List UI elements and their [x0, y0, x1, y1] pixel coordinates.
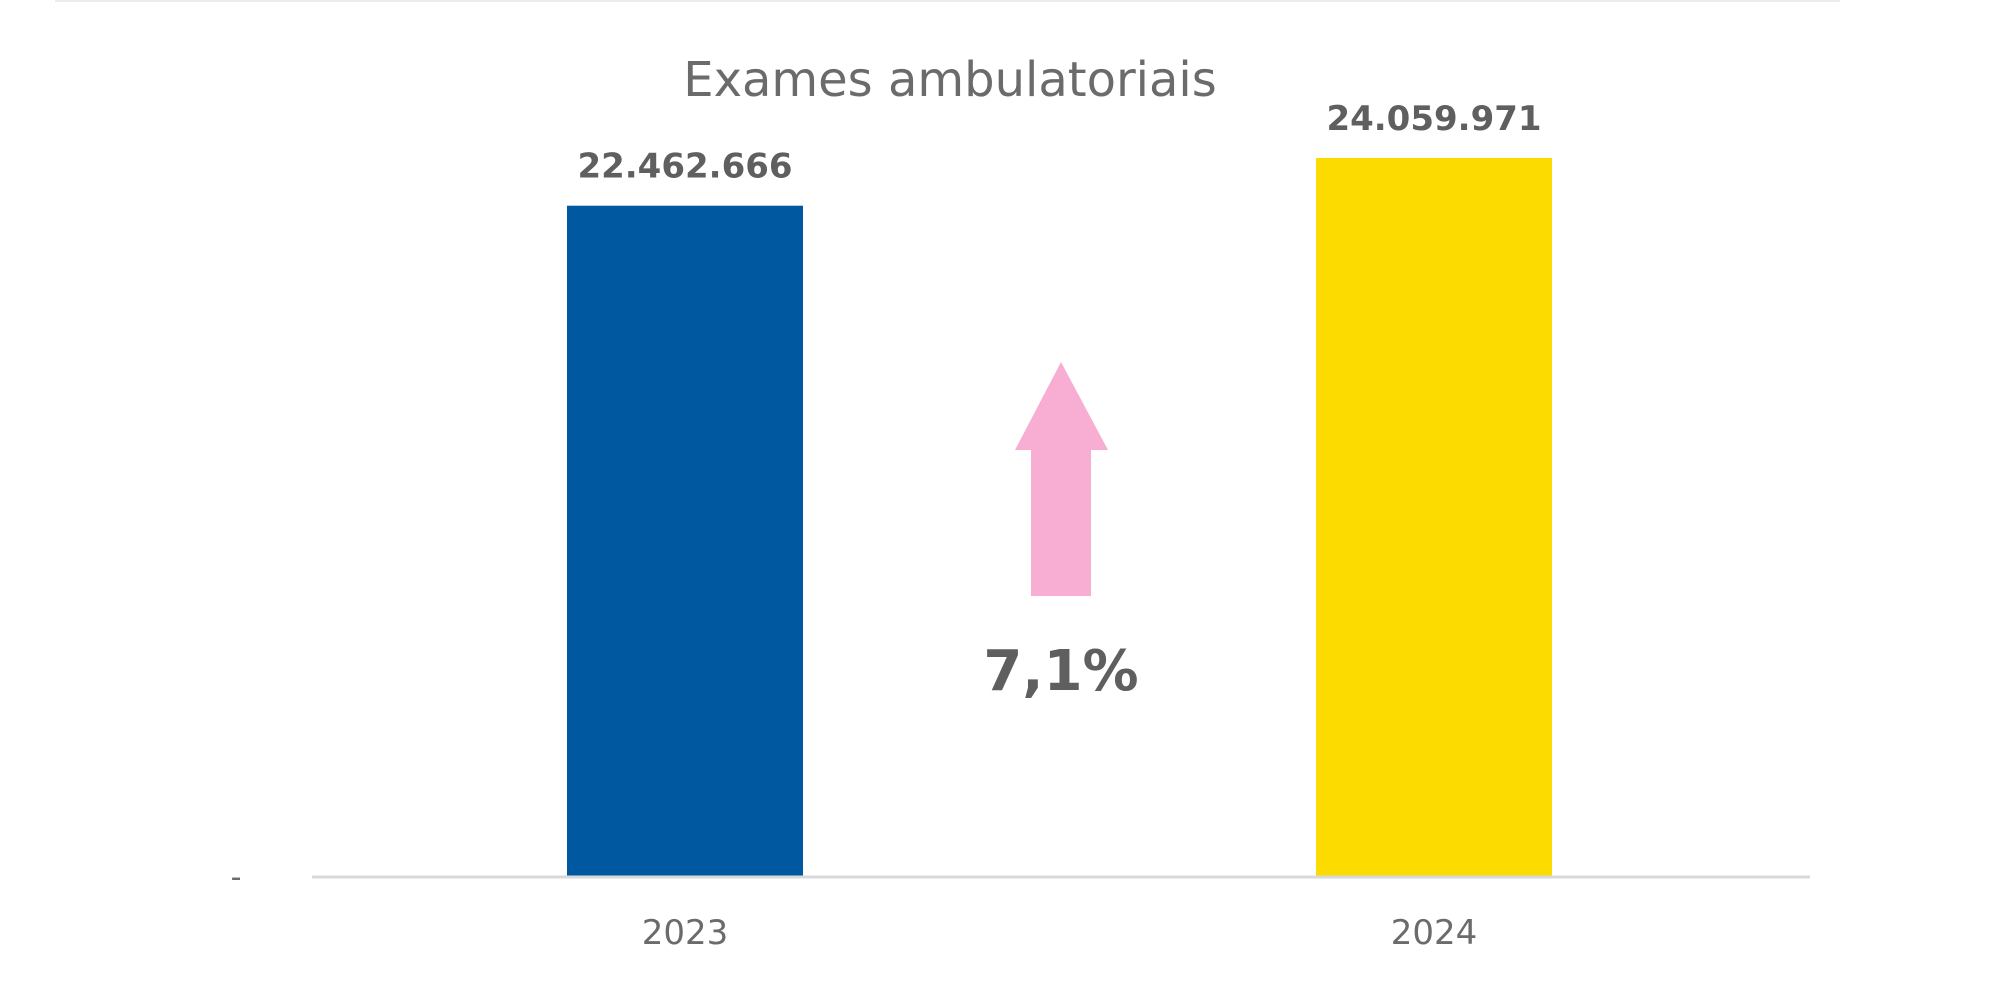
x-tick-label-2024: 2024 [1391, 913, 1478, 953]
chart-title: Exames ambulatoriais [683, 52, 1217, 108]
growth-annotation: 7,1% [983, 362, 1139, 704]
data-label-2024: 24.059.971 [1326, 99, 1541, 139]
bar-2023 [567, 205, 803, 878]
bar-2024 [1316, 157, 1552, 877]
bars-layer [567, 157, 1552, 878]
data-label-2023: 22.462.666 [577, 147, 792, 187]
x-tick-label-2023: 2023 [642, 913, 729, 953]
y-tick-label: - [231, 860, 242, 895]
up-arrow-icon [1015, 362, 1108, 596]
labels-layer: 22.462.666 2023 24.059.971 2024 [577, 99, 1541, 953]
growth-percentage: 7,1% [983, 639, 1138, 704]
